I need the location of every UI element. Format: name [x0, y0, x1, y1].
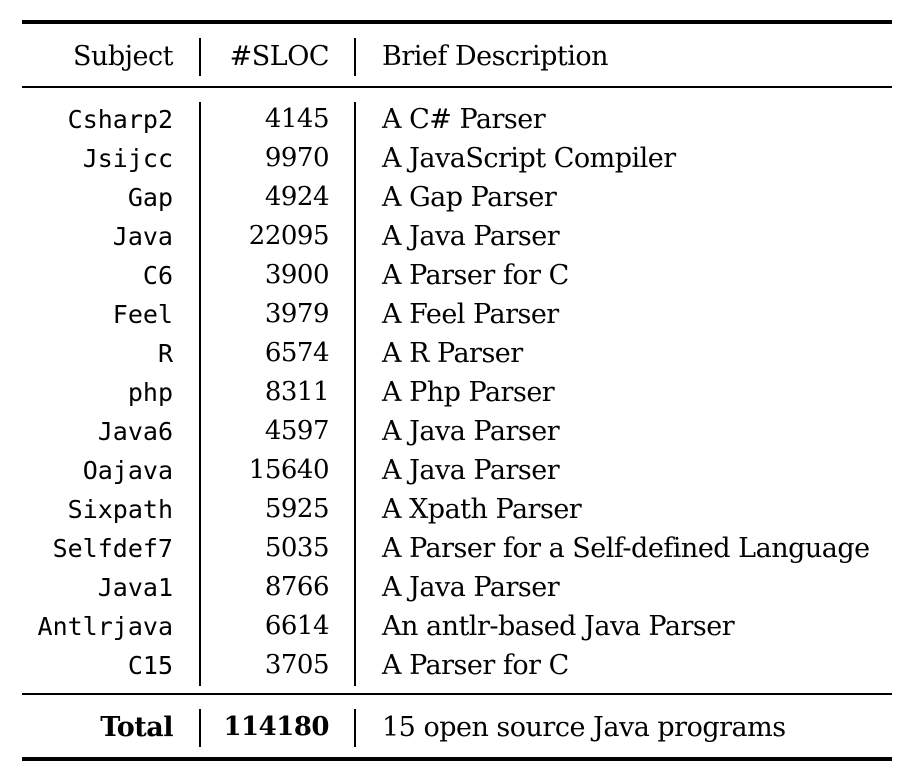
table-row: Jsijcc 9970 A JavaScript Compiler	[22, 139, 892, 178]
description-cell: A Java Parser	[382, 455, 560, 486]
description-cell: A Xpath Parser	[382, 494, 582, 525]
subject-cell: Antlrjava	[37, 612, 173, 641]
header-divider	[199, 38, 201, 76]
total-divider	[199, 709, 201, 747]
sloc-cell: 3900	[264, 260, 330, 290]
body-divider	[354, 102, 356, 686]
subject-cell: Feel	[112, 300, 173, 329]
sloc-cell: 5035	[264, 533, 330, 563]
subjects-table: Subject #SLOC Brief Description Csharp2 4…	[22, 0, 892, 779]
table-row: C15 3705 A Parser for C	[22, 646, 892, 685]
subject-cell: Java	[112, 222, 173, 251]
body-divider	[199, 102, 201, 686]
header-subject: Subject	[73, 41, 174, 72]
sloc-cell: 4145	[264, 104, 330, 134]
total-sloc: 114180	[223, 712, 329, 742]
header-rule	[22, 86, 892, 88]
table-row: C6 3900 A Parser for C	[22, 256, 892, 295]
sloc-cell: 15640	[248, 455, 330, 485]
table-row: R 6574 A R Parser	[22, 334, 892, 373]
subject-cell: Java1	[97, 573, 173, 602]
sloc-cell: 6574	[264, 338, 330, 368]
sloc-cell: 22095	[248, 221, 330, 251]
subject-cell: R	[157, 339, 173, 368]
description-cell: A R Parser	[382, 338, 523, 369]
sloc-cell: 3705	[264, 650, 330, 680]
table-row: Sixpath 5925 A Xpath Parser	[22, 490, 892, 529]
table-row: Feel 3979 A Feel Parser	[22, 295, 892, 334]
subject-cell: Sixpath	[67, 495, 173, 524]
description-cell: A JavaScript Compiler	[382, 143, 676, 174]
description-cell: A C# Parser	[382, 104, 546, 135]
description-cell: A Php Parser	[382, 377, 555, 408]
description-cell: A Parser for C	[382, 260, 569, 291]
table-row: Java6 4597 A Java Parser	[22, 412, 892, 451]
subject-cell: Jsijcc	[82, 144, 173, 173]
sloc-cell: 8311	[264, 377, 330, 407]
table-row: Selfdef7 5035 A Parser for a Self-defined …	[22, 529, 892, 568]
subject-cell: Java6	[97, 417, 173, 446]
sloc-cell: 9970	[264, 143, 330, 173]
table-row: Antlrjava 6614 An antlr-based Java Parser	[22, 607, 892, 646]
header-sloc: #SLOC	[229, 41, 330, 72]
header-row: Subject #SLOC Brief Description	[22, 37, 892, 76]
header-divider	[354, 38, 356, 76]
table-row: Java 22095 A Java Parser	[22, 217, 892, 256]
subject-cell: C6	[142, 261, 173, 290]
subject-cell: Selfdef7	[52, 534, 173, 563]
table-row: Gap 4924 A Gap Parser	[22, 178, 892, 217]
subject-cell: php	[127, 378, 173, 407]
sloc-cell: 4597	[264, 416, 330, 446]
total-label: Total	[100, 712, 173, 743]
sloc-cell: 6614	[264, 611, 330, 641]
sloc-cell: 3979	[264, 299, 330, 329]
description-cell: A Java Parser	[382, 572, 560, 603]
total-row: Total 114180 15 open source Java program…	[22, 708, 892, 747]
description-cell: A Gap Parser	[382, 182, 557, 213]
total-divider	[354, 709, 356, 747]
top-rule	[22, 20, 892, 24]
subject-cell: Oajava	[82, 456, 173, 485]
description-cell: An antlr-based Java Parser	[382, 611, 735, 642]
subject-cell: C15	[127, 651, 173, 680]
description-cell: A Feel Parser	[382, 299, 559, 330]
table-row: php 8311 A Php Parser	[22, 373, 892, 412]
sloc-cell: 4924	[264, 182, 330, 212]
description-cell: A Parser for C	[382, 650, 569, 681]
subject-cell: Gap	[127, 183, 173, 212]
total-description: 15 open source Java programs	[382, 712, 786, 743]
bottom-rule	[22, 757, 892, 761]
description-cell: A Java Parser	[382, 221, 560, 252]
description-cell: A Java Parser	[382, 416, 560, 447]
description-cell: A Parser for a Self-defined Language	[382, 533, 870, 564]
sloc-cell: 8766	[264, 572, 330, 602]
total-rule	[22, 693, 892, 695]
sloc-cell: 5925	[264, 494, 330, 524]
subject-cell: Csharp2	[67, 105, 173, 134]
table-row: Java1 8766 A Java Parser	[22, 568, 892, 607]
table-row: Csharp2 4145 A C# Parser	[22, 100, 892, 139]
table-row: Oajava 15640 A Java Parser	[22, 451, 892, 490]
header-description: Brief Description	[382, 41, 609, 72]
